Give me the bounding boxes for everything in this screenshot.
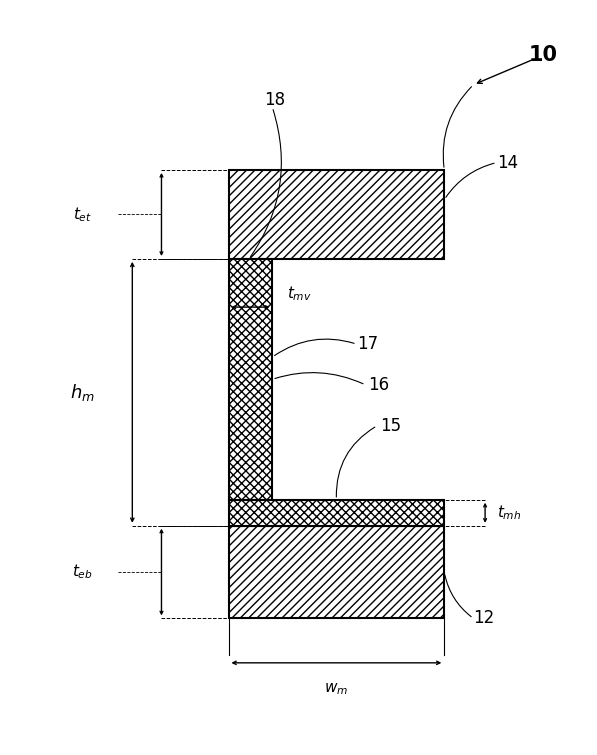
Text: 16: 16: [368, 376, 390, 394]
Bar: [229, 525, 444, 618]
Text: $t_{eb}$: $t_{eb}$: [72, 562, 93, 581]
Bar: [229, 500, 444, 525]
Text: $t_{mh}$: $t_{mh}$: [497, 504, 521, 522]
Text: 15: 15: [380, 417, 401, 435]
Text: 18: 18: [264, 91, 286, 109]
Text: $t_{et}$: $t_{et}$: [73, 205, 93, 223]
Bar: [229, 259, 272, 500]
Text: 14: 14: [497, 153, 518, 171]
Text: $w_m$: $w_m$: [324, 681, 349, 697]
Text: $t_{mv}$: $t_{mv}$: [287, 285, 312, 304]
Text: 12: 12: [473, 609, 495, 627]
Text: $h_m$: $h_m$: [70, 382, 95, 403]
Text: 17: 17: [357, 335, 378, 353]
Text: 10: 10: [529, 45, 558, 65]
Bar: [229, 170, 444, 259]
